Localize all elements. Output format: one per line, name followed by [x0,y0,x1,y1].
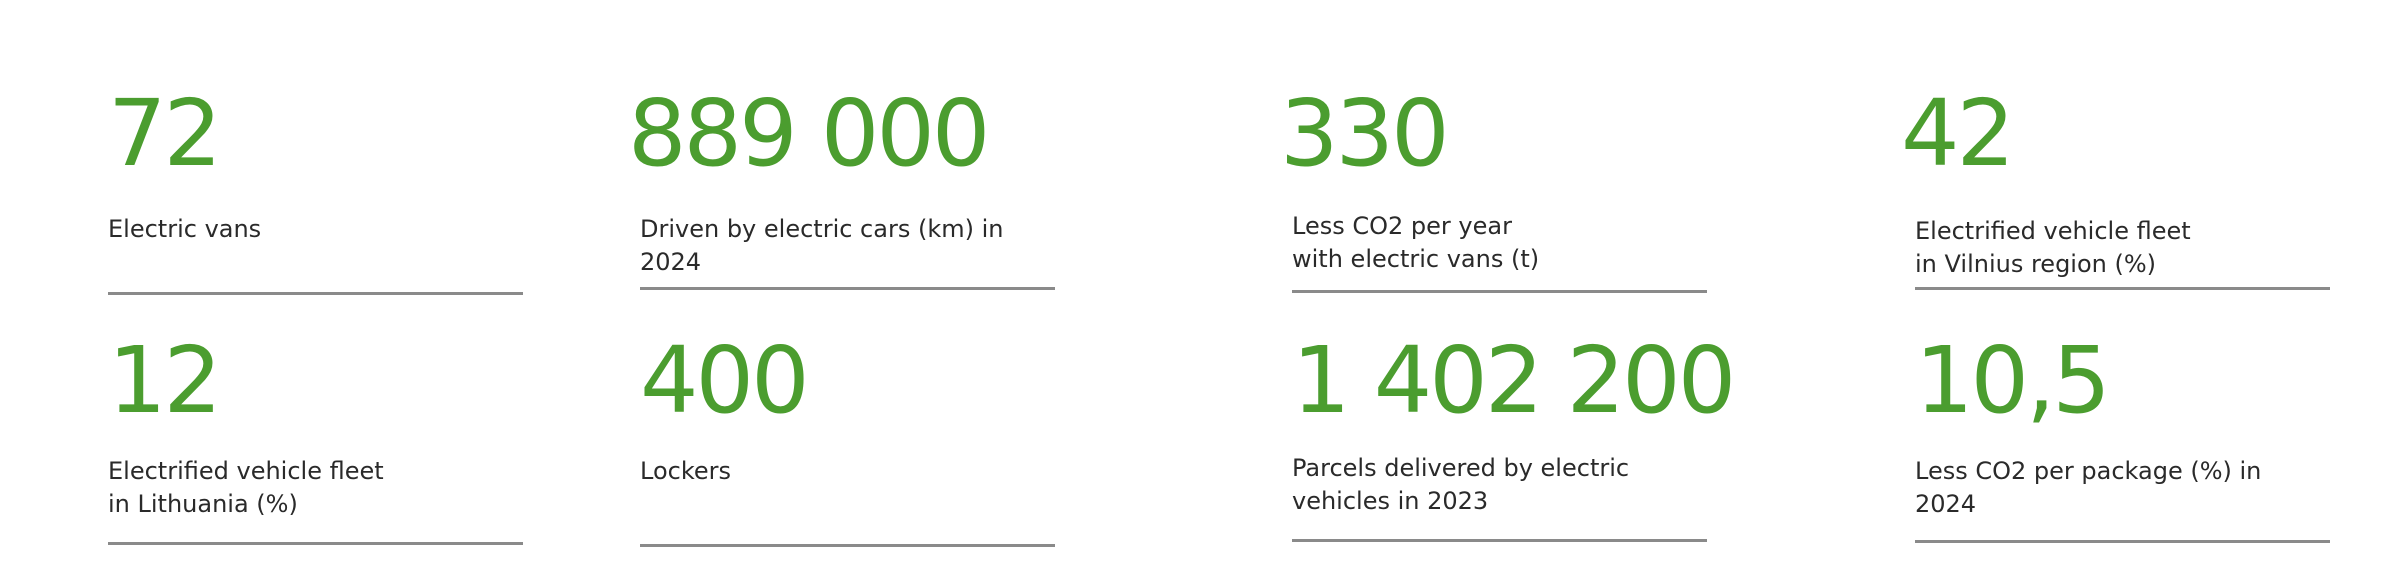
divider [1915,540,2330,543]
stat-value: 889 000 [628,80,990,187]
divider [1292,539,1707,542]
stat-label: Driven by electric cars (km) in 2024 [640,215,1004,276]
stat-label: Electrified vehicle fleet in Vilnius reg… [1915,217,2191,278]
divider [108,292,523,295]
stat-value: 72 [108,80,222,187]
stat-label: Electrified vehicle fleet in Lithuania (… [108,457,384,518]
divider [1915,287,2330,290]
stat-value: 10,5 [1915,327,2111,434]
divider [640,544,1055,547]
stat-value: 12 [108,327,222,434]
stat-label: Parcels delivered by electric vehicles i… [1292,454,1630,515]
stat-value: 42 [1901,80,2015,187]
stat-label: Less CO2 per package (%) in 2024 [1915,457,2262,518]
stat-value: 330 [1280,80,1450,187]
divider [1292,290,1707,293]
stat-label: Less CO2 per year with electric vans (t) [1292,212,1540,273]
stat-value: 1 402 200 [1292,327,1736,434]
divider [108,542,523,545]
divider [640,287,1055,290]
stat-value: 400 [640,327,810,434]
stat-label: Electric vans [108,215,262,243]
stat-label: Lockers [640,457,732,485]
